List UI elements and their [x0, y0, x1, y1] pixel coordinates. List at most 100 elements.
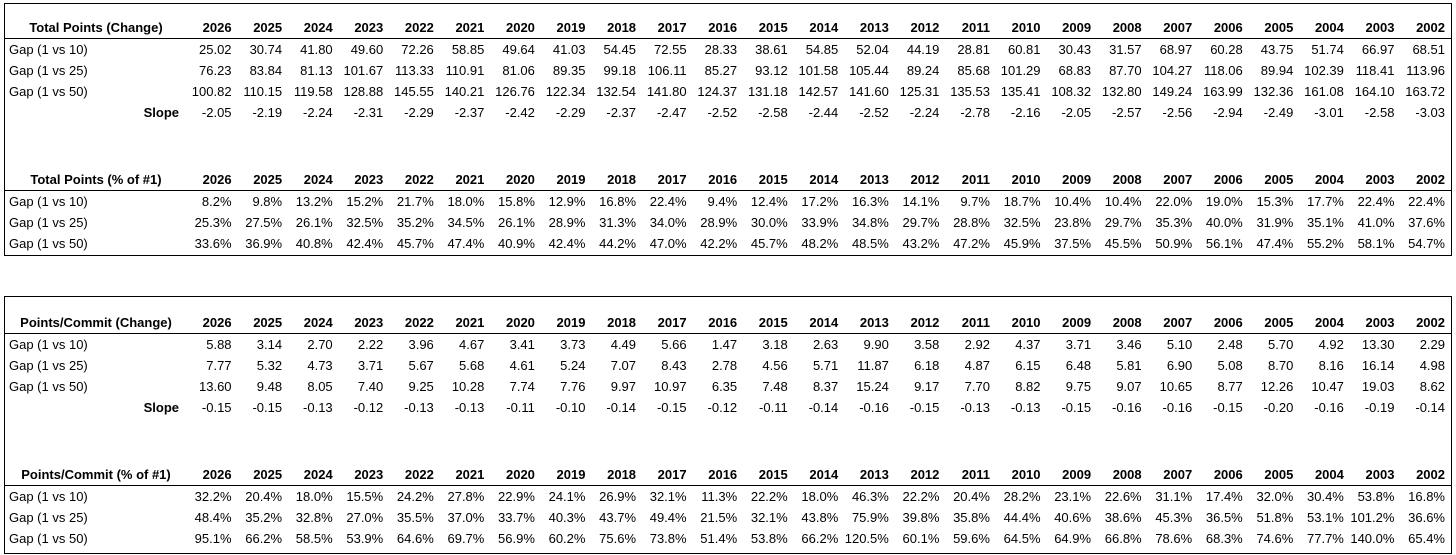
year-column-header: 2009 [1062, 466, 1092, 482]
cell-value: 34.0% [649, 215, 687, 230]
year-column-header: 2026 [202, 19, 232, 35]
cell-value: 5.67 [408, 358, 434, 373]
year-column-header: 2022 [404, 466, 434, 482]
row-label: Gap (1 vs 10) [9, 337, 88, 352]
cell-value: 54.7% [1408, 236, 1445, 251]
year-column-header: 2006 [1213, 19, 1243, 35]
year-column-header: 2021 [455, 171, 485, 187]
year-column-header: 2025 [253, 171, 283, 187]
row-label: Gap (1 vs 50) [9, 379, 88, 394]
cell-value: -0.15 [1061, 400, 1092, 415]
year-column-header: 2015 [758, 314, 788, 330]
cell-value: 118.41 [1355, 63, 1395, 78]
cell-value: 56.9% [498, 531, 535, 546]
cell-value: -2.16 [1010, 105, 1041, 120]
year-column-header: 2006 [1213, 171, 1243, 187]
cell-value: 6.35 [711, 379, 738, 394]
cell-value: 8.62 [1419, 379, 1445, 394]
year-column-header: 2015 [758, 19, 788, 35]
year-column-header: 2018 [607, 171, 637, 187]
cell-value: 4.73 [307, 358, 333, 373]
year-column-header: 2013 [859, 19, 889, 35]
cell-value: 32.1% [750, 510, 788, 525]
cell-value: 60.2% [548, 531, 586, 546]
table-row: Gap (1 vs 25) 7.77 5.32 4.73 3.71 5.67 5.68 4.6… [5, 355, 1451, 376]
cell-value: 26.9% [599, 489, 637, 504]
cell-value: 3.41 [509, 337, 535, 352]
cell-value: 28.2% [1003, 489, 1041, 504]
cell-value: 48.4% [194, 510, 232, 525]
cell-value: 16.8% [1408, 489, 1445, 504]
cell-value: 7.48 [762, 379, 788, 394]
row-label: Gap (1 vs 10) [9, 489, 88, 504]
cell-value: 66.8% [1104, 531, 1142, 546]
cell-value: 68.97 [1159, 42, 1193, 57]
cell-value: 22.6% [1104, 489, 1142, 504]
cell-value: -0.12 [707, 400, 738, 415]
year-column-header: 2024 [303, 466, 333, 482]
cell-value: 30.0% [750, 215, 788, 230]
data-table: Total Points (% of #1) 2026 2025 2024 2023 20… [5, 168, 1451, 254]
cell-value: 2.29 [1419, 337, 1445, 352]
cell-value: 163.99 [1202, 84, 1243, 99]
cell-value: 38.61 [755, 42, 788, 57]
cell-value: 18.0% [447, 194, 485, 209]
year-column-header: 2006 [1213, 314, 1243, 330]
cell-value: -0.10 [555, 400, 586, 415]
cell-value: 31.9% [1256, 215, 1294, 230]
cell-value: 3.58 [914, 337, 940, 352]
year-column-header: 2009 [1062, 19, 1092, 35]
year-column-header: 2017 [657, 466, 687, 482]
table-title: Total Points (Change) [29, 19, 163, 35]
year-column-header: 2013 [859, 314, 889, 330]
cell-value: -2.24 [909, 105, 940, 120]
year-column-header: 2021 [455, 314, 485, 330]
cell-value: 7.74 [509, 379, 535, 394]
cell-value: 10.65 [1159, 379, 1193, 394]
cell-value: -2.44 [808, 105, 839, 120]
cell-value: 47.0% [649, 236, 687, 251]
cell-value: 55.2% [1307, 236, 1344, 251]
cell-value: 12.26 [1260, 379, 1294, 394]
cell-value: -2.37 [606, 105, 637, 120]
cell-value: 36.9% [245, 236, 283, 251]
cell-value: 44.2% [599, 236, 637, 251]
cell-value: 5.81 [1116, 358, 1142, 373]
cell-value: 43.7% [599, 510, 637, 525]
year-column-header: 2014 [809, 19, 839, 35]
row-label: Gap (1 vs 50) [9, 531, 88, 546]
table-title: Points/Commit (Change) [20, 314, 172, 330]
cell-value: -0.15 [656, 400, 687, 415]
table-block-points-per-commit: Points/Commit (Change) 2026 2025 2024 2023 20… [4, 296, 1452, 554]
year-column-header: 2010 [1011, 466, 1041, 482]
row-label: Gap (1 vs 25) [9, 63, 88, 78]
year-column-header: 2016 [708, 466, 738, 482]
cell-value: 28.9% [700, 215, 738, 230]
cell-value: 73.8% [649, 531, 687, 546]
table-row: Gap (1 vs 50) 100.82 110.15 119.58 128.88 145… [5, 81, 1451, 102]
year-column-header: 2008 [1112, 171, 1142, 187]
year-column-header: 2012 [910, 466, 940, 482]
year-column-header: 2016 [708, 171, 738, 187]
table-row: Gap (1 vs 10) 32.2% 20.4% 18.0% 15.5% 24.2% 27… [5, 486, 1451, 507]
year-column-header: 2011 [961, 19, 990, 35]
cell-value: 15.8% [498, 194, 535, 209]
year-column-header: 2023 [354, 19, 384, 35]
table-row: Gap (1 vs 50) 95.1% 66.2% 58.5% 53.9% 64.6% 69… [5, 528, 1451, 549]
cell-value: -2.78 [960, 105, 990, 120]
cell-value: -2.57 [1111, 105, 1142, 120]
table-row: Gap (1 vs 50) 33.6% 36.9% 40.8% 42.4% 45.7% 47… [5, 233, 1451, 254]
year-column-header: 2018 [607, 466, 637, 482]
cell-value: 13.60 [199, 379, 232, 394]
cell-value: 58.1% [1357, 236, 1395, 251]
cell-value: 83.84 [249, 63, 283, 78]
cell-value: 15.2% [346, 194, 384, 209]
cell-value: 135.53 [950, 84, 990, 99]
cell-value: 12.4% [750, 194, 788, 209]
cell-value: 125.31 [899, 84, 940, 99]
cell-value: 33.9% [801, 215, 839, 230]
cell-value: 43.2% [902, 236, 940, 251]
cell-value: 22.0% [1155, 194, 1193, 209]
cell-value: 37.0% [447, 510, 485, 525]
cell-value: 47.2% [953, 236, 990, 251]
